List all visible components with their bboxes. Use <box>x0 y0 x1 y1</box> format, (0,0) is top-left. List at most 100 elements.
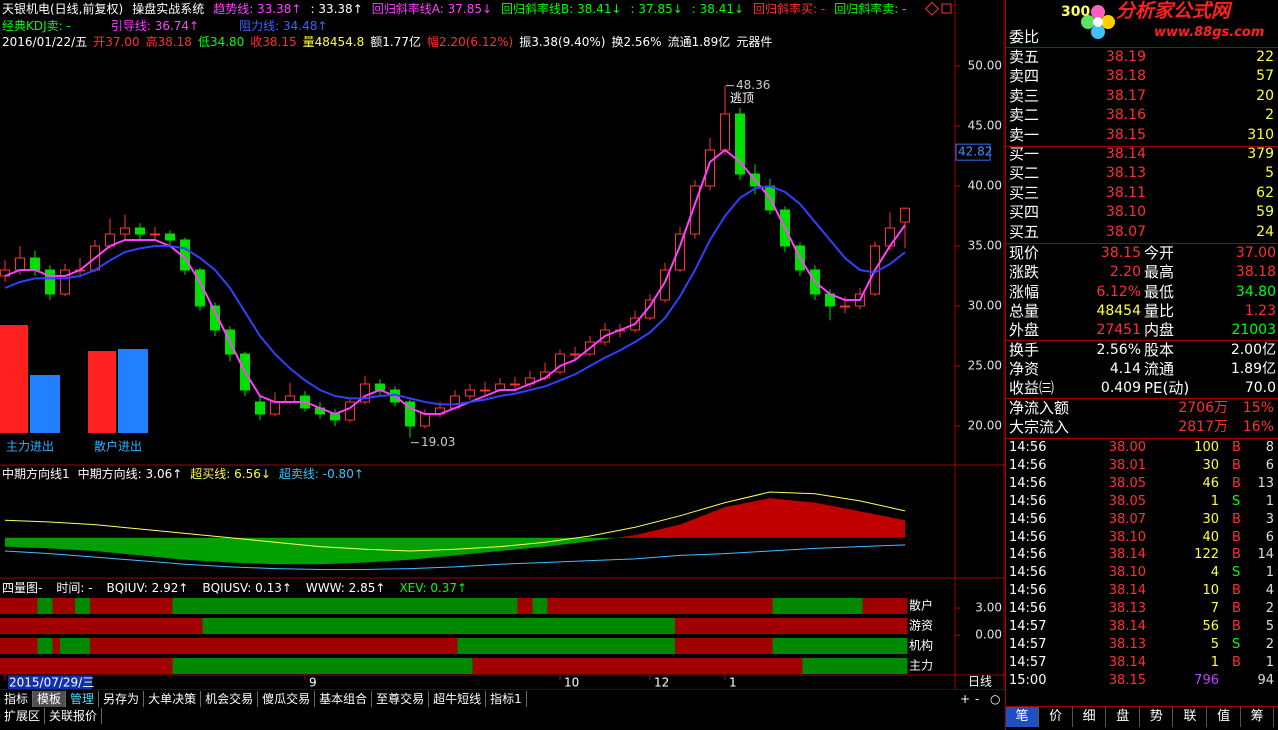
stat-value: 34.80 <box>1235 283 1276 300</box>
quote-tab[interactable]: 细 <box>1073 707 1107 727</box>
candle-body <box>30 257 40 271</box>
histogram-area <box>275 537 320 565</box>
tab[interactable]: 机会交易 <box>201 691 259 707</box>
state-bar <box>37 598 53 614</box>
info-item: 中期方向线: 3.06↑ <box>77 467 183 481</box>
tick-count: 8 <box>1265 440 1274 455</box>
tab[interactable]: 另存为 <box>99 691 145 707</box>
quote-tab[interactable]: 盘 <box>1107 707 1140 727</box>
histogram-area <box>635 524 680 538</box>
state-bar <box>457 638 675 654</box>
flow-value: 2706万 <box>1178 400 1228 416</box>
candle-body <box>555 353 565 373</box>
info-item: 元器件 <box>736 35 773 49</box>
separator <box>1006 243 1278 244</box>
tick-count: 4 <box>1265 583 1274 599</box>
book-volume: 2 <box>1265 107 1274 124</box>
state-bar <box>472 658 803 674</box>
tab[interactable]: 指标 <box>0 691 34 707</box>
candle-body <box>480 389 490 392</box>
histogram-area <box>410 537 455 560</box>
info-item: 中期方向线1 <box>2 467 70 481</box>
icon-diamond <box>924 1 940 16</box>
tab[interactable]: 关联报价 <box>45 708 103 724</box>
stat-label: 总量 <box>1009 301 1040 320</box>
y-tick-label: 40.00 <box>968 179 1002 193</box>
info-row: 四量图- 时间: - BQIUV: 2.92↑ BQIUSV: 0.13↑ WWW: 2… <box>2 580 467 596</box>
separator <box>1006 47 1278 48</box>
info-item: 流通1.89亿 <box>667 35 731 49</box>
tick-side: S <box>1232 636 1241 652</box>
state-bar <box>90 598 173 614</box>
tab[interactable]: 模板 <box>33 691 67 707</box>
stat-label: 内盘 <box>1144 321 1175 340</box>
zoom-button[interactable]: - <box>975 692 980 706</box>
info-item: 操盘实战系统 <box>132 2 205 16</box>
y-tick-label: 25.00 <box>968 359 1002 373</box>
tick-volume: 122 <box>1194 547 1219 563</box>
tick-count: 3 <box>1265 511 1274 527</box>
quote-tab[interactable]: 笔 <box>1006 707 1039 727</box>
book-label: 卖五 <box>1009 48 1040 66</box>
info-item: : 38.41↓ <box>691 2 745 16</box>
histogram-area <box>590 537 616 542</box>
indicator-line <box>4 544 906 570</box>
tick-volume: 10 <box>1202 583 1219 599</box>
stat-label: 今开 <box>1144 244 1175 262</box>
candle-body <box>210 305 220 331</box>
state-label: 主力 <box>909 659 933 673</box>
candle-body <box>150 233 160 236</box>
flow-label: 散户进出 <box>94 439 142 454</box>
zoom-button[interactable]: + <box>960 692 971 706</box>
histogram-area <box>860 511 905 538</box>
state-bar <box>532 598 548 614</box>
quote-tab[interactable]: 价 <box>1040 707 1073 727</box>
stat-label: 股本 <box>1144 341 1175 359</box>
zoom-button[interactable]: ○ <box>990 692 1001 706</box>
tick-side: B <box>1232 619 1241 634</box>
tab-bar: 指标 模板 管理 另存为 大单决策 机会交易 傻瓜交易 基本组合 至尊交易 超牛短线 指标1 <box>0 691 527 707</box>
info-item: 收38.15 <box>250 35 297 49</box>
tick-price: 38.00 <box>1108 440 1146 455</box>
tick-time: 14:56 <box>1009 565 1047 581</box>
date-label: 2015/07/29/三 <box>9 676 94 690</box>
candle-body <box>645 299 655 319</box>
histogram-area <box>140 537 185 560</box>
separator <box>1006 706 1278 707</box>
tick-volume: 1 <box>1210 654 1219 670</box>
tab[interactable]: 傻瓜交易 <box>258 691 316 707</box>
quote-tab[interactable]: 联 <box>1174 707 1207 727</box>
tab[interactable]: 超牛短线 <box>429 691 487 707</box>
candle-body <box>735 113 745 175</box>
info-item: 四量图- <box>2 581 43 595</box>
info-item: 额1.77亿 <box>370 35 422 49</box>
tab[interactable]: 基本组合 <box>315 691 373 707</box>
histogram-area <box>50 537 95 551</box>
y-tick-label: 45.00 <box>968 119 1002 133</box>
tab[interactable]: 指标1 <box>486 691 527 707</box>
quote-tab[interactable]: 值 <box>1208 707 1241 727</box>
y-tick-label: 35.00 <box>968 239 1002 253</box>
histogram-area <box>455 537 500 556</box>
book-price: 38.14 <box>1105 146 1146 162</box>
histogram-area <box>615 535 635 538</box>
candle-body <box>345 401 355 421</box>
info-item: 超卖线: -0.80↑ <box>278 467 364 481</box>
tab[interactable]: 扩展区 <box>0 708 46 724</box>
state-bar <box>90 638 458 654</box>
flow-pct: 15% <box>1242 400 1274 416</box>
tab[interactable]: 至尊交易 <box>372 691 430 707</box>
tick-count: 1 <box>1265 654 1274 670</box>
tab[interactable]: 大单决策 <box>144 691 202 707</box>
histogram-area <box>230 537 275 565</box>
state-bar <box>52 638 60 654</box>
tab[interactable]: 管理 <box>66 691 100 707</box>
flow-label: 主力进出 <box>6 440 54 454</box>
quote-tab[interactable]: 筹 <box>1241 707 1275 727</box>
state-bar <box>37 638 53 654</box>
stat-value: 27451 <box>1096 322 1141 339</box>
separator <box>1006 438 1278 439</box>
info-item: 回归斜率买: - <box>753 2 826 16</box>
quote-tab[interactable]: 势 <box>1140 707 1174 727</box>
